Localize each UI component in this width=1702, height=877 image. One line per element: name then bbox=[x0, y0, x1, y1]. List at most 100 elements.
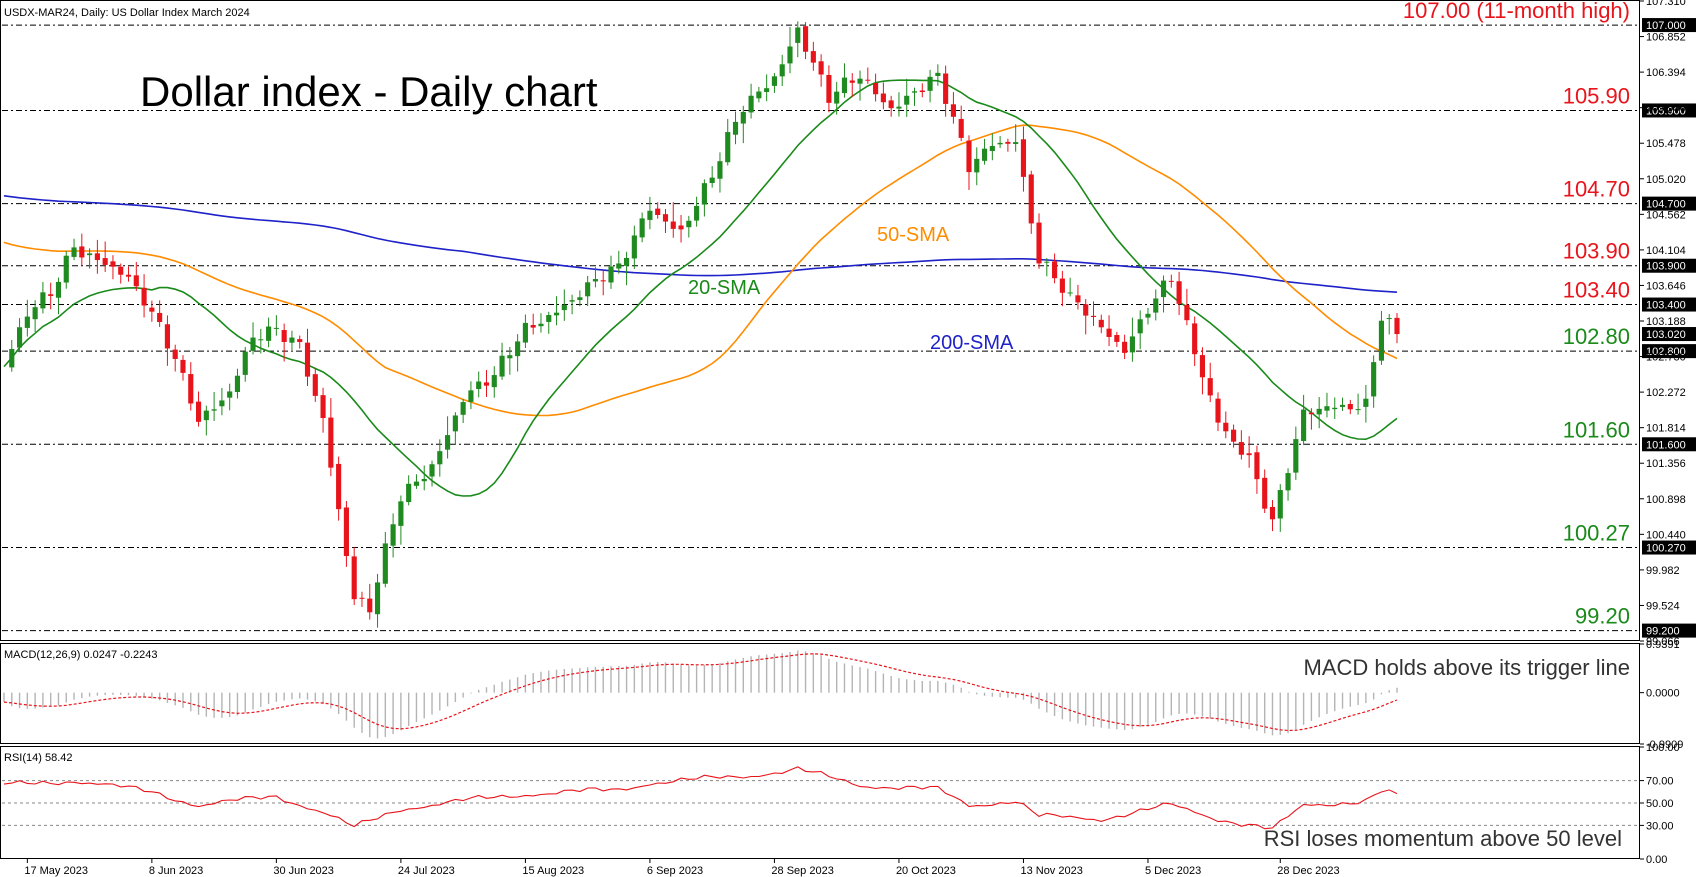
candle bbox=[1090, 301, 1097, 326]
candle bbox=[343, 501, 349, 567]
candle bbox=[1129, 317, 1135, 362]
candle bbox=[1028, 170, 1034, 234]
candle bbox=[1036, 213, 1042, 269]
candle bbox=[585, 275, 591, 307]
x-tick-label: 15 Aug 2023 bbox=[522, 865, 584, 877]
price-tick-label: 105.478 bbox=[1646, 138, 1686, 150]
rsi-tick-label: 0.00 bbox=[1646, 854, 1667, 866]
macd-panel bbox=[0, 643, 1640, 744]
candle bbox=[880, 82, 886, 110]
candle bbox=[1114, 331, 1120, 347]
price-tick-label: 107.310 bbox=[1646, 0, 1686, 8]
candle bbox=[234, 368, 241, 399]
rsi-tick-label: 50.00 bbox=[1646, 798, 1674, 810]
candle bbox=[701, 179, 707, 217]
candle bbox=[1363, 384, 1369, 423]
candle bbox=[896, 92, 902, 117]
candle bbox=[849, 73, 855, 98]
rsi-annotation: RSI loses momentum above 50 level bbox=[1264, 826, 1622, 851]
candle bbox=[266, 317, 272, 348]
level-tag: 100.270 bbox=[1642, 540, 1696, 555]
candle bbox=[1059, 270, 1065, 307]
candle bbox=[1293, 426, 1299, 480]
sma200-line bbox=[3, 195, 1398, 293]
level-label: 104.70 bbox=[1563, 177, 1630, 202]
candle bbox=[374, 573, 381, 628]
level-tag: 104.700 bbox=[1642, 196, 1696, 211]
candle bbox=[1371, 355, 1377, 408]
candle bbox=[873, 73, 879, 102]
candle bbox=[1075, 284, 1081, 310]
candle bbox=[530, 313, 536, 335]
candle bbox=[756, 86, 762, 103]
level-tag: 103.900 bbox=[1642, 258, 1696, 273]
candle bbox=[1316, 397, 1322, 429]
candle bbox=[1308, 408, 1314, 430]
candle bbox=[63, 251, 69, 289]
candle bbox=[359, 591, 365, 607]
price-tick-label: 101.814 bbox=[1646, 423, 1686, 435]
candle bbox=[1324, 392, 1330, 418]
candle bbox=[390, 513, 396, 558]
candle bbox=[522, 314, 528, 349]
sma50-label: 50-SMA bbox=[877, 224, 950, 246]
price-tick-label: 102.272 bbox=[1646, 387, 1686, 399]
candle bbox=[1285, 468, 1291, 501]
candles bbox=[9, 21, 1400, 628]
price-tick-label: 103.646 bbox=[1646, 280, 1686, 292]
candle bbox=[997, 135, 1003, 149]
candle bbox=[1231, 424, 1237, 448]
x-tick-label: 24 Jul 2023 bbox=[398, 865, 455, 877]
candle bbox=[445, 416, 451, 459]
level-label: 100.27 bbox=[1563, 521, 1630, 546]
candle bbox=[639, 212, 645, 243]
x-tick-label: 20 Oct 2023 bbox=[896, 865, 956, 877]
candle bbox=[1020, 126, 1027, 192]
candle bbox=[320, 387, 326, 433]
candle bbox=[725, 118, 731, 166]
candle bbox=[935, 64, 941, 86]
candle bbox=[1215, 392, 1221, 432]
candle bbox=[888, 95, 894, 117]
price-tick-label: 103.188 bbox=[1646, 316, 1686, 328]
sma20-label: 20-SMA bbox=[688, 277, 761, 299]
candle bbox=[1238, 430, 1244, 460]
candle bbox=[818, 54, 824, 87]
candle bbox=[219, 387, 225, 416]
candle bbox=[771, 73, 777, 93]
candle bbox=[429, 460, 435, 487]
candle bbox=[1098, 314, 1104, 334]
candle bbox=[764, 74, 770, 102]
candle bbox=[203, 405, 209, 436]
candle bbox=[242, 346, 248, 382]
level-label: 107.00 (11-month high) bbox=[1403, 0, 1630, 23]
candle bbox=[686, 215, 692, 238]
level-tag: 107.000 bbox=[1642, 18, 1696, 33]
candle bbox=[9, 339, 15, 372]
candle bbox=[1176, 271, 1182, 316]
price-tick-label: 99.982 bbox=[1646, 565, 1680, 577]
svg-text:102.800: 102.800 bbox=[1646, 346, 1686, 358]
candle bbox=[779, 54, 785, 87]
candle bbox=[312, 367, 318, 402]
svg-text:105.900: 105.900 bbox=[1646, 105, 1686, 117]
candle bbox=[125, 266, 132, 282]
candle bbox=[297, 335, 303, 349]
candle bbox=[118, 263, 124, 284]
svg-text:103.400: 103.400 bbox=[1646, 300, 1686, 312]
rsi-tick-label: 30.00 bbox=[1646, 820, 1674, 832]
candle bbox=[94, 239, 100, 274]
candle bbox=[289, 330, 295, 351]
candle bbox=[40, 281, 46, 314]
candle bbox=[553, 296, 560, 326]
candle bbox=[16, 318, 23, 353]
candle bbox=[468, 381, 474, 410]
candle bbox=[195, 391, 202, 427]
candle bbox=[211, 391, 217, 422]
price-tick-label: 101.356 bbox=[1646, 458, 1686, 470]
level-label: 101.60 bbox=[1563, 417, 1630, 442]
svg-text:103.900: 103.900 bbox=[1646, 261, 1686, 273]
candle bbox=[592, 267, 599, 288]
macd-label: MACD(12,26,9) 0.0247 -0.2243 bbox=[4, 649, 157, 661]
